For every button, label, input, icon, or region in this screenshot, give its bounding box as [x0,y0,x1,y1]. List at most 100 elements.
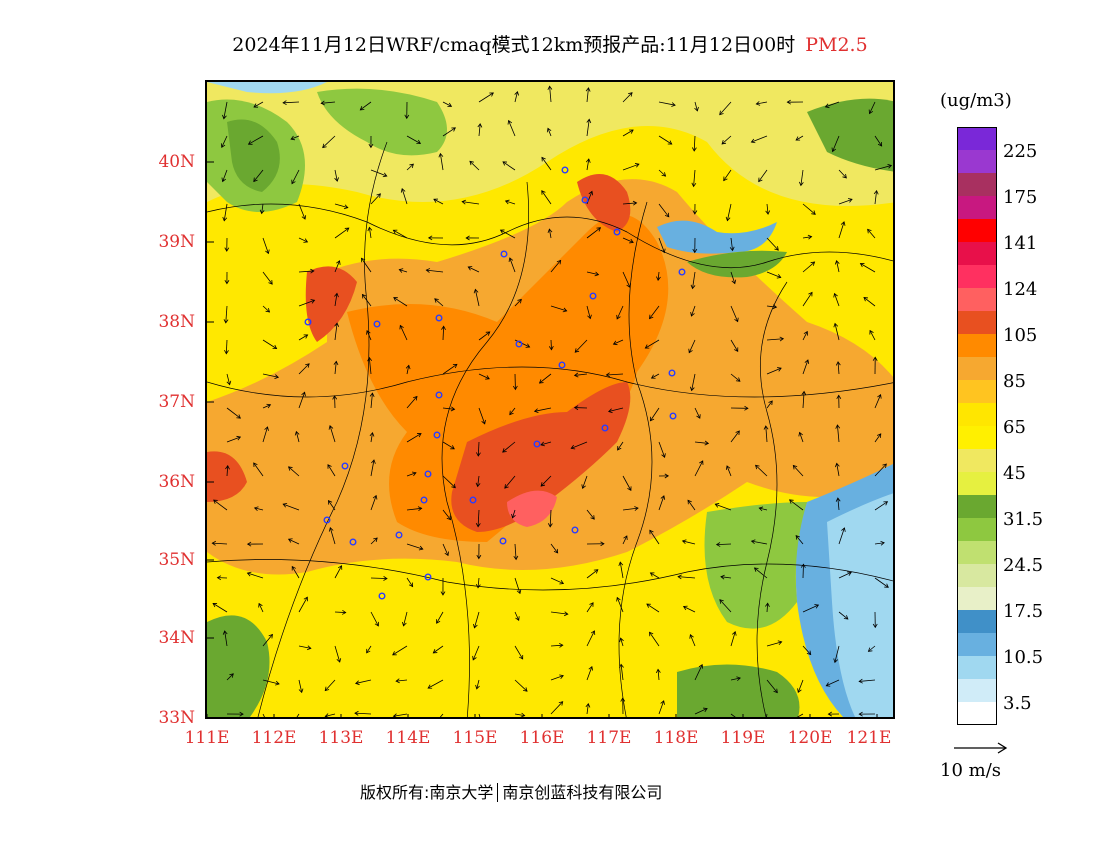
wind-arrowhead [253,462,258,468]
wind-arrowhead [366,648,371,654]
wind-arrow [860,263,876,273]
wind-arrow [758,169,768,182]
wind-arrow [433,645,444,654]
wind-arrow [649,631,660,647]
wind-arrow [478,92,494,103]
wind-arrowhead [627,486,632,492]
wind-arrowhead [882,463,887,469]
wind-arrow [586,630,595,647]
station-marker [589,292,597,300]
wind-arrowhead [366,330,371,335]
wind-arrowhead [618,561,624,566]
wind-arrowhead [303,596,308,602]
wind-arrow [321,101,336,104]
wind-arrowhead [825,682,831,687]
wind-arrowhead [690,312,695,317]
color-bar-segment [957,518,997,541]
wind-arrowhead [585,158,591,163]
wind-arrow [550,701,563,715]
wind-arrow [212,542,228,545]
wind-arrow [797,679,804,693]
wind-arrowhead [690,284,696,290]
wind-arrowhead [553,548,559,554]
wind-arrowhead [371,459,376,464]
wind-arrow [765,425,768,443]
wind-arrow [442,543,449,556]
lat-label: 33N [158,708,195,728]
wind-arrow [474,289,480,307]
wind-arrow [730,677,741,681]
wind-arrow [362,294,372,307]
wind-arrowhead [236,435,242,441]
wind-arrow [730,237,733,251]
wind-arrowhead [540,482,546,487]
wind-arrowhead [451,127,456,132]
wind-arrow [298,597,308,613]
legend-label: 45 [1003,463,1026,484]
wind-arrowhead [359,106,365,111]
wind-arrowhead [772,304,778,310]
wind-arrowhead [369,392,375,397]
wind-arrowhead [835,424,841,429]
wind-arrow [756,101,768,105]
wind-arrow [802,331,808,341]
wind-arrowhead [515,616,520,621]
wind-arrow [657,669,660,681]
wind-arrow [658,135,672,145]
concentration-region [347,214,669,542]
wind-arrowhead [253,506,259,512]
concentration-region [807,98,893,172]
wind-arrowhead [417,506,423,512]
wind-arrowhead [824,103,830,109]
wind-arrow [719,101,732,115]
wind-arrowhead [485,331,491,336]
wind-arrowhead [841,527,846,532]
wind-arrow [296,713,300,717]
wind-arrowhead [559,642,564,648]
wind-arrow [863,297,876,307]
wind-arrowhead [310,299,316,304]
wind-arrow [262,373,279,378]
wind-arrowhead [664,473,670,479]
wind-arrow [262,404,271,409]
wind-arrowhead [755,101,761,106]
wind-arrow [288,466,300,477]
wind-arrowhead [517,298,522,304]
concentration-region [451,382,631,532]
wind-arrowhead [619,663,624,669]
wind-arrowhead [626,283,631,289]
wind-arrowhead [623,535,628,540]
wind-arrow [469,160,480,171]
wind-arrowhead [863,296,869,302]
wind-arrow [766,400,773,409]
wind-arrowhead [409,163,414,169]
wind-arrow [838,221,845,239]
wind-arrow [226,673,234,681]
wind-arrow [360,101,372,111]
wind-arrowhead [573,405,579,411]
wind-arrow [730,271,736,284]
wind-arrowhead [694,106,699,112]
station-marker [601,424,609,432]
color-bar-segment [957,357,997,380]
wind-arrowhead [691,182,697,188]
wind-arrowhead [677,574,682,580]
wind-arrowhead [452,363,458,369]
wind-arrow [247,572,264,579]
wind-arrowhead [502,161,508,166]
wind-arrowhead [224,279,230,285]
wind-arrow [549,509,552,527]
wind-arrow [796,713,804,717]
wind-arrowhead [441,325,446,330]
wind-arrow [683,606,696,613]
wind-arrow [540,441,552,446]
wind-arrow [730,339,739,352]
wind-arrow [334,611,346,613]
wind-arrowhead [840,221,846,226]
lon-label: 119E [720,728,766,748]
wind-arrow [622,271,631,288]
wind-arrow [620,664,624,681]
wind-arrow [262,679,280,685]
wind-arrow [726,203,732,221]
wind-arrowhead [547,523,553,528]
